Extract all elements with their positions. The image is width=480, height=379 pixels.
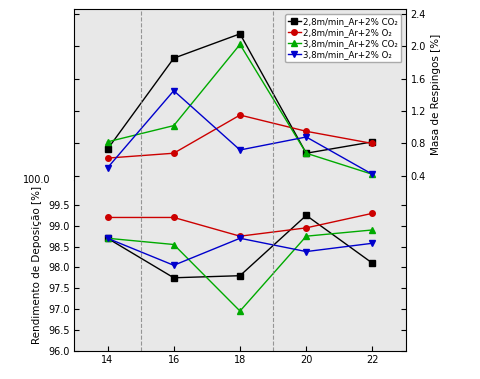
3,8m/min_Ar+2% O₂	[370, 172, 375, 177]
Y-axis label: Masa de Respingos [%]: Masa de Respingos [%]	[432, 34, 442, 155]
3,8m/min_Ar+2% CO₂	[171, 123, 177, 128]
2,8m/min_Ar+2% O₂	[303, 129, 309, 133]
3,8m/min_Ar+2% O₂	[237, 148, 243, 152]
3,8m/min_Ar+2% O₂	[171, 88, 177, 93]
2,8m/min_Ar+2% CO₂	[171, 56, 177, 61]
Y-axis label: Rendimento de Deposição [%]: Rendimento de Deposição [%]	[32, 186, 42, 345]
2,8m/min_Ar+2% CO₂	[303, 151, 309, 155]
3,8m/min_Ar+2% O₂	[303, 135, 309, 139]
2,8m/min_Ar+2% O₂	[171, 151, 177, 155]
Text: 100.0: 100.0	[23, 175, 50, 185]
2,8m/min_Ar+2% O₂	[370, 141, 375, 146]
3,8m/min_Ar+2% CO₂	[370, 172, 375, 177]
3,8m/min_Ar+2% CO₂	[303, 151, 309, 155]
2,8m/min_Ar+2% CO₂	[105, 147, 110, 152]
Line: 2,8m/min_Ar+2% CO₂: 2,8m/min_Ar+2% CO₂	[105, 31, 375, 156]
3,8m/min_Ar+2% CO₂	[105, 139, 110, 144]
2,8m/min_Ar+2% O₂	[237, 113, 243, 117]
3,8m/min_Ar+2% CO₂	[237, 42, 243, 47]
2,8m/min_Ar+2% CO₂	[237, 31, 243, 36]
Line: 2,8m/min_Ar+2% O₂: 2,8m/min_Ar+2% O₂	[105, 112, 375, 161]
3,8m/min_Ar+2% O₂	[105, 166, 110, 170]
Line: 3,8m/min_Ar+2% CO₂: 3,8m/min_Ar+2% CO₂	[105, 42, 375, 177]
Legend: 2,8m/min_Ar+2% CO₂, 2,8m/min_Ar+2% O₂, 3,8m/min_Ar+2% CO₂, 3,8m/min_Ar+2% O₂: 2,8m/min_Ar+2% CO₂, 2,8m/min_Ar+2% O₂, 3…	[285, 14, 401, 62]
2,8m/min_Ar+2% CO₂	[370, 139, 375, 144]
2,8m/min_Ar+2% O₂	[105, 156, 110, 160]
Line: 3,8m/min_Ar+2% O₂: 3,8m/min_Ar+2% O₂	[105, 88, 375, 177]
